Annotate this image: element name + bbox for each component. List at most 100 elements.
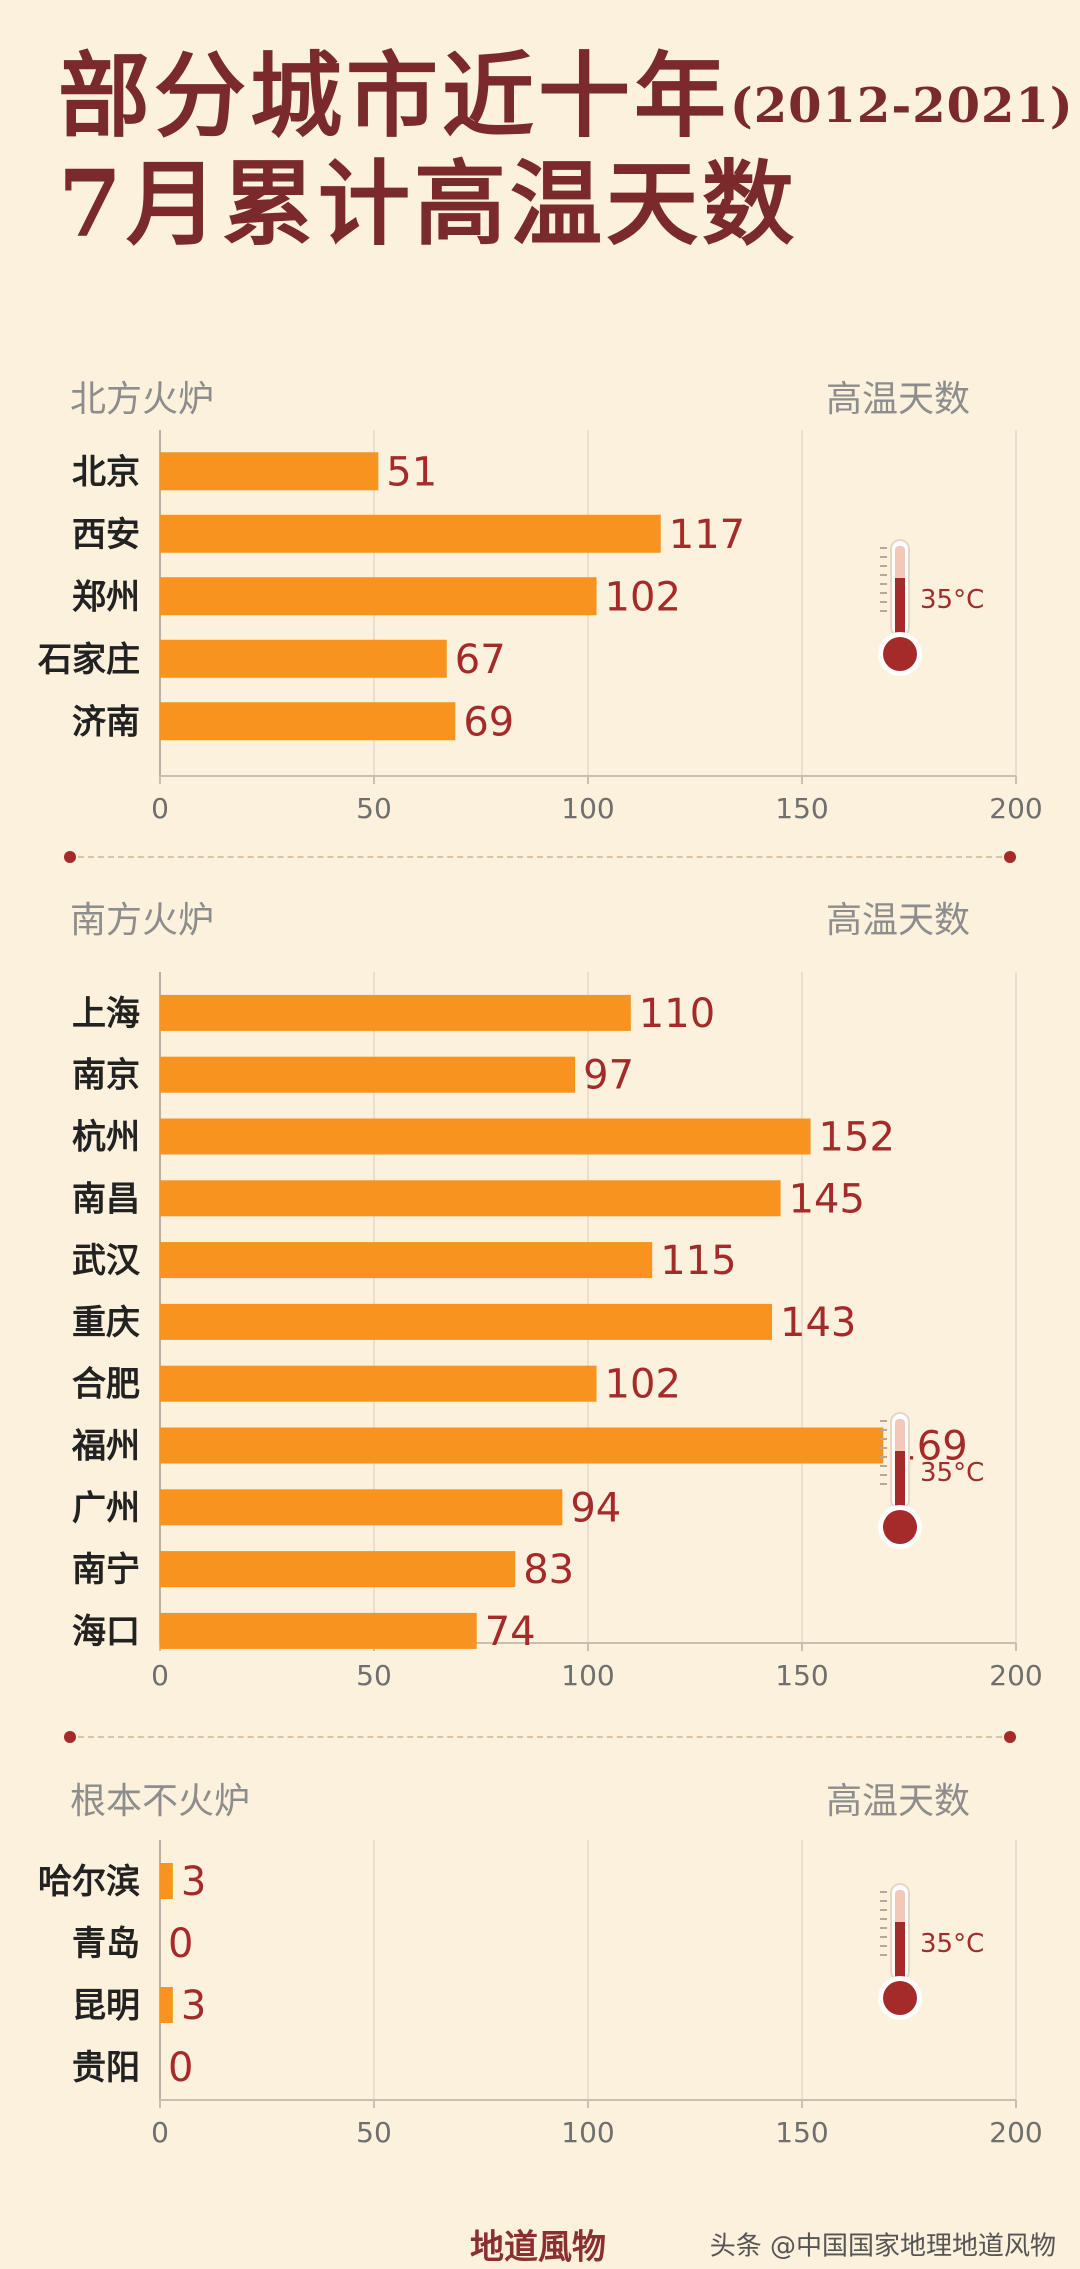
value-label: 74 [485,1609,536,1655]
category-label: 杭州 [72,1118,140,1158]
x-tick-label: 0 [151,1659,169,1692]
axis-caption: 高温天数 [825,900,970,941]
title-line-1: 部分城市近十年 [58,42,731,150]
page-title: 部分城市近十年(2012-2021) 7月累计高温天数 [58,50,1074,250]
x-tick-label: 150 [775,1659,828,1692]
x-tick-label: 100 [561,2116,614,2149]
x-tick-label: 200 [989,792,1042,825]
thermometer-label: 35°C [920,585,984,615]
bar [160,577,597,616]
category-label: 重庆 [72,1303,140,1343]
value-label: 145 [789,1176,865,1222]
category-label: 青岛 [72,1924,140,1964]
category-label: 昆明 [72,1986,140,2026]
category-label: 合肥 [72,1365,140,1405]
thermometer-label: 35°C [920,1929,984,1959]
x-tick-label: 50 [356,2116,392,2149]
category-label: 济南 [72,702,140,742]
category-label: 南京 [72,1056,140,1096]
value-label: 0 [168,1921,193,1967]
thermometer-mercury [895,578,905,634]
axis-caption: 高温天数 [825,1781,970,1822]
category-label: 贵阳 [72,2048,140,2088]
bar [160,1551,516,1588]
value-label: 115 [660,1238,736,1284]
x-tick-label: 50 [356,792,392,825]
value-label: 110 [639,991,715,1037]
value-label: 51 [386,449,437,495]
category-label: 南宁 [72,1550,140,1590]
value-label: 94 [570,1485,621,1531]
x-tick-label: 150 [775,2116,828,2149]
title-line-2: 7月累计高温天数 [58,150,799,258]
value-label: 3 [181,1859,206,1905]
x-tick-label: 0 [151,792,169,825]
thermometer-mercury [895,1451,905,1507]
thermometer-mercury [895,1922,905,1978]
chart-panel-none: 根本不火炉 高温天数 0 50 100 150 200 哈尔滨 3 青岛 0 昆明 3 贵阳 0 35°C [0,1784,1080,2164]
x-tick-label: 50 [356,1659,392,1692]
thermometer-bulb [883,1981,917,2015]
bar [160,1612,477,1649]
group-label: 根本不火炉 [70,1781,251,1822]
x-tick-label: 100 [561,792,614,825]
group-label: 北方火炉 [70,379,215,420]
value-label: 117 [669,512,745,558]
thermometer-icon: 35°C [878,539,984,676]
value-label: 3 [181,1983,206,2029]
bar [160,1056,576,1093]
bar [160,1365,597,1402]
bar-chart-north: 0 50 100 150 200 北京 51 西安 117 郑州 102 石家庄 67 济南 69 35°C [37,430,1043,825]
bar [160,1427,884,1464]
footer-brand: 地道風物 [470,2227,606,2268]
thermometer-icon: 35°C [878,1412,984,1549]
bar-chart-none: 0 50 100 150 200 哈尔滨 3 青岛 0 昆明 3 贵阳 0 35°C [38,1840,1043,2149]
section-divider [64,848,1016,864]
category-label: 广州 [72,1488,140,1528]
thermometer-bulb [883,637,917,671]
watermark: 头条 @中国国家地理地道风物 [709,2231,1056,2262]
bar [160,1242,653,1279]
bar [160,1489,563,1526]
bar [160,514,661,553]
x-tick-label: 150 [775,792,828,825]
x-tick-label: 200 [989,2116,1042,2149]
category-label: 海口 [72,1612,140,1652]
category-label: 石家庄 [37,640,140,680]
section-divider [64,1728,1016,1744]
bar [160,1863,173,1899]
thermometer-label: 35°C [920,1458,984,1488]
thermometer-upper [895,546,905,580]
bar-chart-south: 0 50 100 150 200 上海 110 南京 97 杭州 152 南昌 145 武汉 115 重庆 14… [71,972,1043,1692]
bar [160,1303,773,1340]
category-label: 北京 [72,452,140,492]
thermometer-upper [895,1419,905,1453]
value-label: 102 [605,1362,681,1408]
value-label: 143 [780,1300,856,1346]
value-label: 152 [819,1115,895,1161]
category-label: 南昌 [72,1179,140,1219]
category-label: 武汉 [72,1241,141,1281]
bar [160,452,379,491]
category-label: 哈尔滨 [38,1862,140,1902]
category-label: 郑州 [72,577,140,617]
thermometer-upper [895,1890,905,1924]
category-label: 上海 [72,994,140,1034]
bar [160,1180,781,1217]
group-label: 南方火炉 [70,900,215,941]
bar [160,639,447,678]
title-years: (2012-2021) [730,78,1074,134]
chart-panel-north: 北方火炉 高温天数 0 50 100 150 200 北京 51 西安 117 郑州 102 石家庄 6… [0,379,1080,826]
value-label: 69 [463,699,514,745]
x-tick-label: 0 [151,2116,169,2149]
chart-panel-south: 南方火炉 高温天数 0 50 100 150 200 上海 110 南京 97 杭州 152 南昌 14… [0,903,1080,1703]
value-label: 102 [605,574,681,620]
thermometer-bulb [883,1510,917,1544]
category-label: 福州 [71,1427,140,1467]
bar [160,702,456,741]
value-label: 97 [583,1053,634,1099]
value-label: 67 [455,637,506,683]
x-tick-label: 100 [561,1659,614,1692]
x-tick-label: 200 [989,1659,1042,1692]
thermometer-icon: 35°C [878,1883,984,2020]
